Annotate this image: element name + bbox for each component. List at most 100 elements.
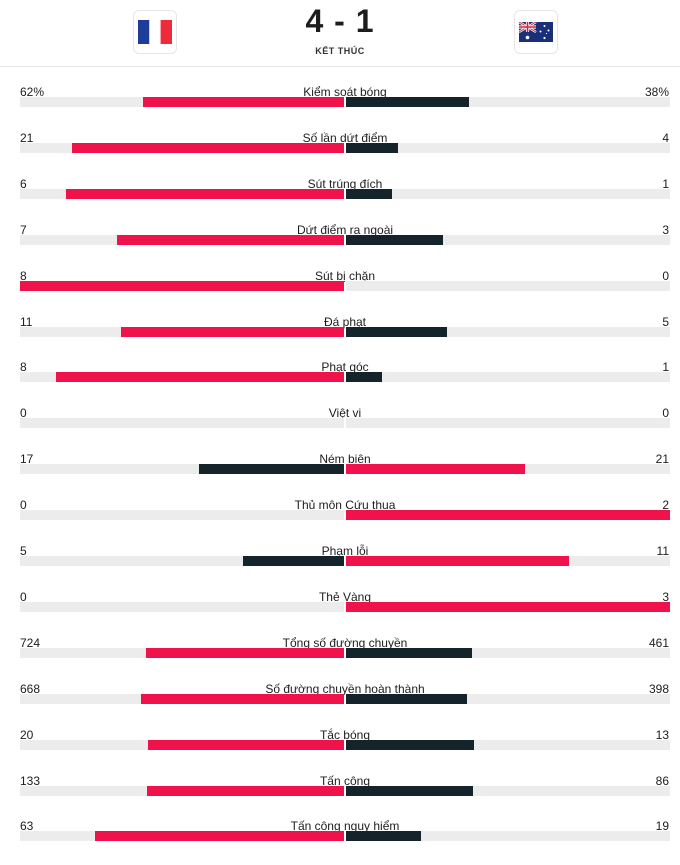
france-flag-icon (138, 20, 172, 44)
away-stat-track (346, 648, 670, 658)
stat-row: 0 Việt vị 0 (0, 406, 680, 452)
away-stat-track (346, 694, 670, 704)
away-stat-value: 5 (662, 315, 669, 329)
stat-label: Thẻ Vàng (318, 590, 372, 604)
stat-label: Ném biên (319, 452, 371, 466)
stat-label: Tắc bóng (319, 728, 371, 742)
away-stat-track (346, 143, 670, 153)
away-stat-value: 3 (662, 223, 669, 237)
away-stat-track (346, 281, 670, 291)
stat-row: 133 Tấn công 86 (0, 774, 680, 820)
stat-label: Đá phạt (323, 315, 367, 329)
away-stat-value: 3 (662, 590, 669, 604)
home-stat-bar (143, 97, 344, 107)
home-stat-bar (121, 327, 344, 337)
away-stat-track (346, 786, 670, 796)
away-stat-value: 86 (655, 774, 669, 788)
home-stat-track (20, 235, 344, 245)
home-team-flag[interactable] (133, 10, 177, 54)
home-stat-value: 6 (20, 177, 27, 191)
stat-label: Số lần dứt điểm (302, 131, 388, 145)
away-stat-value: 38% (644, 85, 669, 99)
match-status: KẾT THÚC (315, 46, 365, 56)
home-stat-value: 0 (20, 406, 27, 420)
home-stat-bar (20, 281, 344, 291)
home-stat-value: 5 (20, 544, 27, 558)
home-stat-track (20, 602, 344, 612)
stat-label: Số đường chuyền hoàn thành (265, 682, 425, 696)
home-stat-value: 63 (20, 819, 34, 833)
home-stat-value: 21 (20, 131, 34, 145)
away-stat-track (346, 189, 670, 199)
home-stat-track (20, 740, 344, 750)
home-stat-value: 8 (20, 360, 27, 374)
home-stat-bar (66, 189, 344, 199)
away-stat-bar (346, 327, 448, 337)
away-stat-bar (346, 510, 670, 520)
away-stat-track (346, 372, 670, 382)
away-stat-track (346, 327, 670, 337)
away-stat-track (346, 97, 670, 107)
home-stat-track (20, 648, 344, 658)
home-stat-track (20, 327, 344, 337)
stat-label: Phạt góc (321, 360, 369, 374)
home-stat-track (20, 97, 344, 107)
away-stat-value: 4 (662, 131, 669, 145)
home-stat-track (20, 418, 344, 428)
home-stat-track (20, 694, 344, 704)
away-stat-value: 0 (662, 406, 669, 420)
home-stat-track (20, 281, 344, 291)
stat-row: 11 Đá phạt 5 (0, 315, 680, 361)
stat-row: 0 Thủ môn Cứu thua 2 (0, 498, 680, 544)
stat-label: Tấn công (319, 774, 371, 788)
stat-label: Phạm lỗi (321, 544, 369, 558)
stat-row: 8 Phạt góc 1 (0, 360, 680, 406)
home-stat-value: 11 (20, 315, 33, 329)
stat-row: 6 Sút trúng đích 1 (0, 177, 680, 223)
stat-label: Sút trúng đích (307, 177, 383, 191)
home-stat-value: 62% (20, 85, 45, 99)
away-stat-track (346, 740, 670, 750)
away-stat-bar (346, 556, 569, 566)
away-stat-value: 1 (662, 177, 669, 191)
home-stat-track (20, 464, 344, 474)
away-stat-track (346, 831, 670, 841)
match-score: 4 - 1 (305, 3, 375, 39)
away-stat-bar (346, 97, 470, 107)
stat-row: 20 Tắc bóng 13 (0, 728, 680, 774)
home-stat-bar (146, 648, 344, 658)
home-stat-value: 0 (20, 590, 27, 604)
stat-label: Việt vị (328, 406, 362, 420)
home-stat-value: 7 (20, 223, 27, 237)
away-team-flag[interactable] (514, 10, 558, 54)
away-stat-value: 2 (662, 498, 669, 512)
australia-flag-icon (519, 22, 553, 42)
away-stat-value: 13 (655, 728, 669, 742)
stat-row: 21 Số lần dứt điểm 4 (0, 131, 680, 177)
stat-label: Kiểm soát bóng (303, 85, 387, 99)
stat-label: Thủ môn Cứu thua (294, 498, 396, 512)
home-stat-bar (242, 556, 344, 566)
stat-row: 7 Dứt điểm ra ngoài 3 (0, 223, 680, 269)
away-stat-bar (346, 694, 467, 704)
stat-row: 668 Số đường chuyền hoàn thành 398 (0, 682, 680, 728)
away-stat-bar (346, 648, 473, 658)
home-stat-value: 17 (20, 452, 34, 466)
home-stat-bar (199, 464, 344, 474)
stat-row: 17 Ném biên 21 (0, 452, 680, 498)
away-stat-track (346, 510, 670, 520)
home-stat-value: 668 (20, 682, 41, 696)
away-stat-value: 0 (662, 269, 669, 283)
away-stat-bar (346, 602, 670, 612)
stat-row: 8 Sút bị chặn 0 (0, 269, 680, 315)
away-stat-track (346, 418, 670, 428)
away-stat-bar (346, 740, 474, 750)
home-stat-track (20, 372, 344, 382)
home-stat-value: 133 (20, 774, 41, 788)
home-stat-value: 20 (20, 728, 34, 742)
away-stat-track (346, 235, 670, 245)
away-stat-value: 19 (655, 819, 669, 833)
home-stat-bar (117, 235, 344, 245)
home-stat-bar (140, 694, 344, 704)
home-stat-track (20, 189, 344, 199)
